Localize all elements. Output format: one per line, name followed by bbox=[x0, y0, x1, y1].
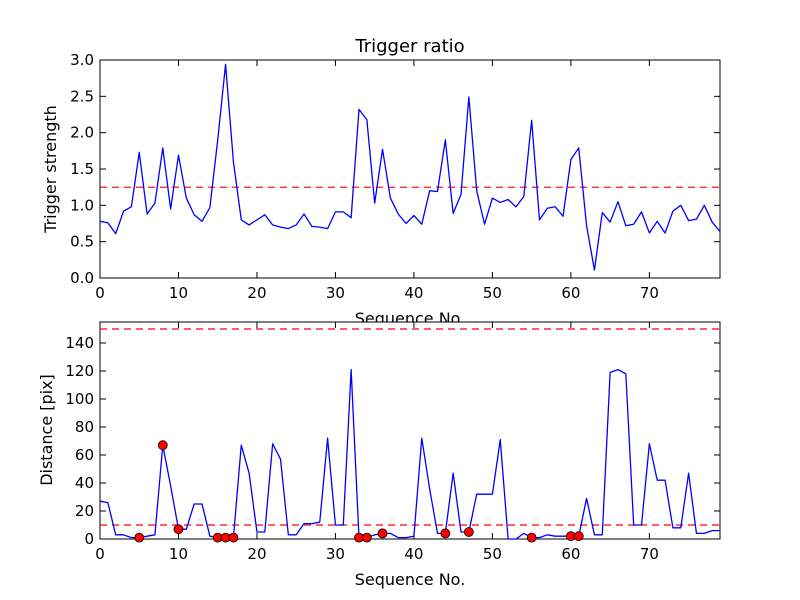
x-axis-ticks: 0 10 20 30 40 50 60 70 bbox=[95, 60, 659, 302]
y-axis-ticks: 0.0 0.5 1.0 1.5 2.0 2.5 3.0 bbox=[70, 51, 720, 287]
series-lines bbox=[99, 63, 721, 271]
x-tick-label: 60 bbox=[561, 545, 580, 563]
x-tick-label: 60 bbox=[561, 284, 580, 302]
y-tick-label: 20 bbox=[75, 502, 94, 520]
threshold-lines bbox=[100, 328, 720, 526]
data-point-marker bbox=[440, 528, 451, 539]
x-tick-label: 20 bbox=[247, 545, 266, 563]
y-tick-label: 80 bbox=[75, 418, 94, 436]
y-tick-label: 1.0 bbox=[70, 196, 94, 214]
plot-frame bbox=[99, 321, 721, 540]
x-tick-label: 30 bbox=[326, 284, 345, 302]
y-tick-label: 120 bbox=[65, 362, 94, 380]
series-line bbox=[99, 63, 721, 271]
y-tick-label: 2.0 bbox=[70, 124, 94, 142]
data-point-marker bbox=[228, 532, 239, 543]
y-axis-ticks: 0 20 40 60 80 100 120 140 bbox=[65, 334, 720, 548]
plot-frame bbox=[99, 59, 721, 279]
y-tick-label: 3.0 bbox=[70, 51, 94, 69]
y-tick-label: 0 bbox=[84, 530, 94, 548]
y-tick-label: 40 bbox=[75, 474, 94, 492]
x-tick-label: 40 bbox=[404, 545, 423, 563]
x-tick-label: 10 bbox=[169, 545, 188, 563]
x-tick-label: 40 bbox=[404, 284, 423, 302]
x-tick-label: 20 bbox=[247, 284, 266, 302]
x-tick-label: 70 bbox=[640, 284, 659, 302]
data-point-marker bbox=[134, 532, 145, 543]
series-line bbox=[99, 368, 720, 540]
x-tick-label: 30 bbox=[326, 545, 345, 563]
data-point-marker bbox=[157, 440, 168, 451]
x-tick-label: 70 bbox=[640, 545, 659, 563]
y-axis-label: Trigger strength bbox=[41, 105, 60, 234]
data-point-marker bbox=[573, 531, 584, 542]
y-tick-label: 100 bbox=[65, 390, 94, 408]
x-tick-label: 50 bbox=[483, 284, 502, 302]
x-tick-label: 10 bbox=[169, 284, 188, 302]
y-tick-label: 0.0 bbox=[70, 269, 94, 287]
y-tick-label: 140 bbox=[65, 334, 94, 352]
y-tick-label: 60 bbox=[75, 446, 94, 464]
y-tick-label: 0.5 bbox=[70, 233, 94, 251]
series-markers bbox=[134, 440, 584, 543]
data-point-marker bbox=[173, 524, 184, 535]
data-point-marker bbox=[377, 528, 388, 539]
y-axis-label: Distance [pix] bbox=[37, 374, 56, 486]
trigger-ratio-panel: Trigger ratio 0.0 0.5 1.0 1.5 2.0 2.5 3.0 0 10 2… bbox=[41, 36, 721, 328]
distance-panel: 0 20 40 60 80 100 120 140 0 10 20 30 40 50 60 70 Seque… bbox=[37, 321, 721, 589]
series-lines bbox=[99, 368, 720, 540]
x-axis-label: Sequence No. bbox=[355, 570, 466, 589]
chart-title: Trigger ratio bbox=[354, 36, 464, 57]
y-tick-label: 1.5 bbox=[70, 160, 94, 178]
data-point-marker bbox=[361, 532, 372, 543]
data-point-marker bbox=[526, 532, 537, 543]
data-point-marker bbox=[463, 527, 474, 537]
x-tick-label: 0 bbox=[95, 284, 105, 302]
x-tick-label: 50 bbox=[483, 545, 502, 563]
x-tick-label: 0 bbox=[95, 545, 105, 563]
y-tick-label: 2.5 bbox=[70, 87, 94, 105]
x-axis-ticks: 0 10 20 30 40 50 60 70 bbox=[95, 322, 659, 563]
